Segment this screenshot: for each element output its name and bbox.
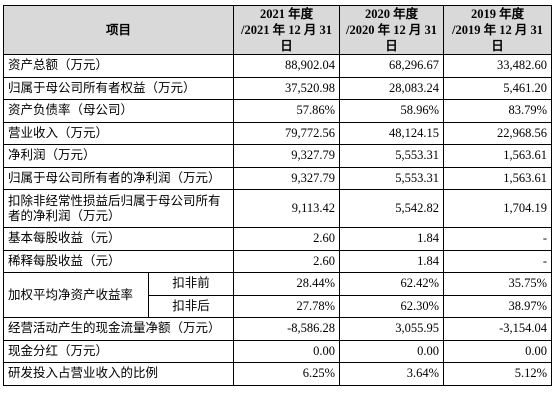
value-cell: 22,968.56 [443,121,553,145]
table-row: 现金分红（万元） 0.00 0.00 0.00 [2,339,553,363]
page: 项目 2021 年度/2021 年 12 月 31 日 2020 年度/2020 年… [2,5,553,386]
value-cell: 5,461.20 [443,76,553,100]
value-cell: 28,083.24 [339,76,445,100]
value-cell: 0.00 [233,339,341,363]
row-label: 基本每股收益（元） [2,227,235,251]
table-body: 资产总额（万元） 88,902.04 68,296.67 33,482.60 归属于母公… [2,54,553,386]
table-row: 资产总额（万元） 88,902.04 68,296.67 33,482.60 [2,54,553,78]
value-cell: 9,113.42 [233,189,341,228]
value-cell: 1,563.61 [443,144,553,168]
value-cell: 3,055.95 [339,317,445,341]
row-label: 扣除非经常性损益后归属于母公司所有者的净利润（万元） [2,189,235,228]
value-cell: 5,553.31 [339,144,445,168]
sub-label: 扣非前 [147,272,235,296]
table-row: 扣除非经常性损益后归属于母公司所有者的净利润（万元） 9,113.42 5,542.… [2,189,553,228]
value-cell: 37,520.98 [233,76,341,100]
row-label: 研发投入占营业收入的比例 [2,362,235,386]
table-row: 归属于母公司所有者权益（万元） 37,520.98 28,083.24 5,461.2… [2,76,553,100]
value-cell: 0.00 [443,339,553,363]
value-cell: 1.84 [339,249,445,273]
header-text: 项目 [106,23,132,37]
value-cell: 79,772.56 [233,121,341,145]
row-label: 现金分红（万元） [2,339,235,363]
header-line: 2021 年度 [259,7,314,21]
value-cell: 62.42% [339,272,445,296]
header-row: 项目 2021 年度/2021 年 12 月 31 日 2020 年度/2020 年… [2,5,553,55]
value-cell: 1.84 [339,227,445,251]
value-cell: 48,124.15 [339,121,445,145]
value-cell: 6.25% [233,362,341,386]
header-cell: 项目 [2,5,235,55]
value-cell: 57.86% [233,99,341,123]
table-row: 资产负债率（母公司） 57.86% 58.96% 83.79% [2,99,553,123]
value-cell: 5,542.82 [339,189,445,228]
sub-label: 扣非后 [147,294,235,318]
header-line: /2021 年 12 月 31 日 [241,23,332,53]
value-cell: 27.78% [233,294,341,318]
value-cell: 68,296.67 [339,54,445,78]
row-label: 资产总额（万元） [2,54,235,78]
row-label: 加权平均净资产收益率 [3,272,149,318]
value-cell: 2.60 [233,249,341,273]
value-cell: 9,327.79 [233,166,341,190]
value-cell: -3,154.04 [443,317,553,341]
value-cell: 3.64% [339,362,445,386]
value-cell: - [443,249,553,273]
header-cell: 2019 年度/2019 年 12 月 31 日 [443,5,553,55]
table-row: 净利润（万元） 9,327.79 5,553.31 1,563.61 [2,144,553,168]
table-header: 项目 2021 年度/2021 年 12 月 31 日 2020 年度/2020 年… [2,5,553,55]
value-cell: - [443,227,553,251]
value-cell: 38.97% [443,294,553,318]
table-row: 基本每股收益（元） 2.60 1.84- [2,227,553,251]
value-cell: 2.60 [233,227,341,251]
value-cell: 58.96% [339,99,445,123]
value-cell: 88,902.04 [233,54,341,78]
value-cell: 28.44% [233,272,341,296]
value-cell: 83.79% [443,99,553,123]
header-line: 2020 年度 [364,7,419,21]
value-cell: 9,327.79 [233,144,341,168]
row-label: 归属于母公司所有者权益（万元） [2,76,235,100]
table-row: 稀释每股收益（元） 2.60 1.84- [2,249,553,273]
value-cell: 35.75% [443,272,553,296]
table-row: 经营活动产生的现金流量净额（万元） -8,586.28 3,055.95 -3,154… [2,317,553,341]
value-cell: 1,563.61 [443,166,553,190]
data-table: 项目 2021 年度/2021 年 12 月 31 日 2020 年度/2020 年… [2,5,553,386]
row-label: 资产负债率（母公司） [2,99,235,123]
value-cell: 5.12% [443,362,553,386]
value-cell: 1,704.19 [443,189,553,228]
header-line: /2019 年 12 月 31 日 [452,23,543,53]
row-label: 净利润（万元） [2,144,235,168]
value-cell: 62.30% [339,294,445,318]
value-cell: -8,586.28 [233,317,341,341]
table-row: 加权平均净资产收益率 扣非前 28.44% 62.42% 35.75% [3,272,553,318]
table-row: 归属于母公司所有者的净利润（万元） 9,327.79 5,553.31 1,563.6… [2,166,553,190]
header-cell: 2020 年度/2020 年 12 月 31 日 [339,5,445,55]
header-line: 2019 年度 [470,7,525,21]
header-line: /2020 年 12 月 31 日 [346,23,437,53]
table-row: 营业收入（万元） 79,772.56 48,124.15 22,968.56 [2,121,553,145]
header-cell: 2021 年度/2021 年 12 月 31 日 [233,5,341,55]
row-label: 归属于母公司所有者的净利润（万元） [2,166,235,190]
row-label: 稀释每股收益（元） [2,249,235,273]
value-cell: 0.00 [339,339,445,363]
row-label: 营业收入（万元） [2,121,235,145]
value-cell: 33,482.60 [443,54,553,78]
table-row: 研发投入占营业收入的比例 6.25% 3.64% 5.12% [2,362,553,386]
value-cell: 5,553.31 [339,166,445,190]
row-label: 经营活动产生的现金流量净额（万元） [2,317,235,341]
